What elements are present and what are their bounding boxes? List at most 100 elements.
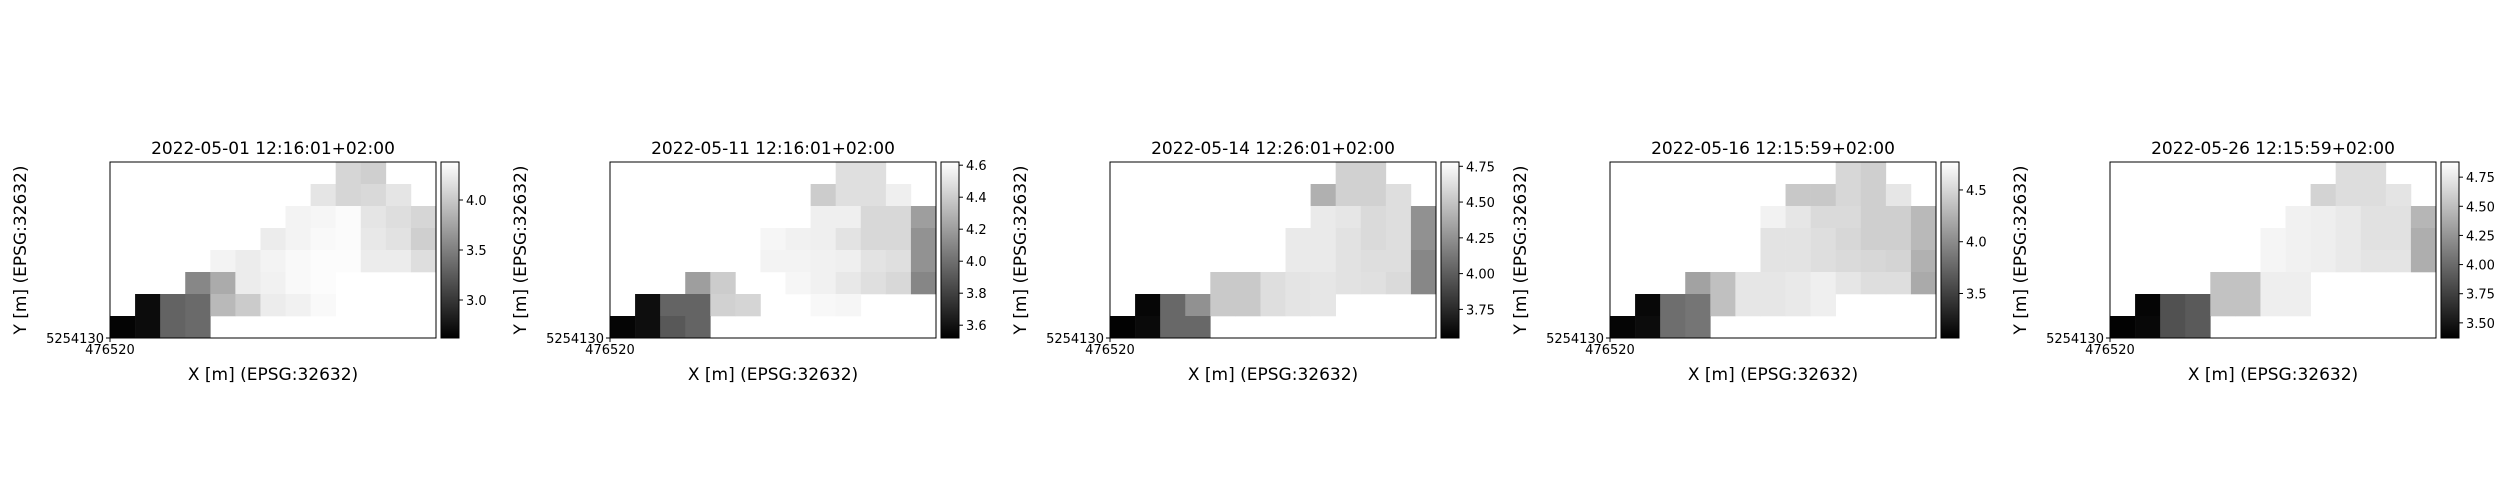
raster-cell <box>2360 184 2387 207</box>
y-axis-label: Y [m] (EPSG:32632) <box>1011 165 1031 335</box>
raster-cell <box>735 294 761 317</box>
raster-cell <box>1160 316 1186 339</box>
raster-cell <box>835 184 862 207</box>
colorbar-tick-label: 4.0 <box>966 255 987 270</box>
raster-cell <box>360 206 387 229</box>
raster-cell <box>1785 250 1811 273</box>
raster-cell <box>1635 316 1661 339</box>
raster-cell <box>2285 250 2311 273</box>
raster-cell <box>1310 206 1336 229</box>
colorbar-tick-label: 3.75 <box>2466 288 2495 303</box>
raster-cell <box>2135 294 2161 317</box>
y-tick-label: 5254130 <box>1546 332 1604 347</box>
raster-cell <box>1310 294 1336 317</box>
raster-cell <box>685 316 711 339</box>
raster-cell <box>885 184 912 207</box>
raster-cell <box>1885 184 1912 207</box>
raster-cell <box>1235 294 1261 317</box>
raster-cell <box>660 316 686 339</box>
raster-cell <box>310 184 336 207</box>
raster-cell <box>785 250 811 273</box>
raster-cell <box>1760 272 1786 295</box>
raster-cell <box>1860 162 1887 185</box>
y-axis-label: Y [m] (EPSG:32632) <box>2011 165 2031 335</box>
raster-cell <box>285 206 311 229</box>
x-tick-label: 476520 <box>2085 343 2135 358</box>
raster-cell <box>1385 228 1412 251</box>
raster-cell <box>835 162 862 185</box>
raster-cell <box>1760 206 1786 229</box>
raster-cell <box>860 206 887 229</box>
raster-cell <box>860 250 887 273</box>
raster-cell <box>310 206 336 229</box>
raster-cell <box>110 316 136 339</box>
raster-cell <box>2210 294 2236 317</box>
raster-cell <box>2260 272 2286 295</box>
x-tick-label: 476520 <box>585 343 635 358</box>
colorbar-tick-label: 4.0 <box>466 194 487 209</box>
raster-cell <box>2310 184 2336 207</box>
raster-cell <box>2210 272 2236 295</box>
raster-cell <box>310 228 336 251</box>
raster-cell <box>1410 206 1437 229</box>
raster-cell <box>335 184 362 207</box>
raster-cell <box>2285 206 2311 229</box>
raster-cell <box>1335 162 1362 185</box>
raster-cell <box>1785 228 1811 251</box>
raster-cell <box>885 250 912 273</box>
raster-cell <box>1785 206 1811 229</box>
raster-cell <box>885 272 912 295</box>
raster-cell <box>835 228 862 251</box>
raster-cell <box>2110 316 2136 339</box>
axes-frame <box>1109 161 1437 339</box>
raster-cell <box>1335 250 1362 273</box>
y-tick-label: 5254130 <box>2046 332 2104 347</box>
raster-cell <box>910 272 937 295</box>
raster-cell <box>260 272 286 295</box>
raster-cell <box>1910 206 1937 229</box>
colorbar-tick-label: 4.2 <box>966 223 987 238</box>
raster-cell <box>1660 316 1686 339</box>
raster-cell <box>2410 228 2437 251</box>
y-axis-label: Y [m] (EPSG:32632) <box>1511 165 1531 335</box>
raster-cell <box>1685 294 1711 317</box>
raster-cell <box>1285 228 1311 251</box>
raster-cell <box>1810 294 1836 317</box>
raster-cell <box>835 272 862 295</box>
x-tick-label: 476520 <box>1585 343 1635 358</box>
axes-frame <box>2109 161 2437 339</box>
raster-cell <box>835 206 862 229</box>
raster-cell <box>1885 228 1912 251</box>
raster-cell <box>1610 316 1636 339</box>
raster-cell <box>1860 184 1887 207</box>
raster-cell <box>2260 294 2286 317</box>
raster-cell <box>1410 272 1437 295</box>
raster-cell <box>1860 228 1887 251</box>
colorbar <box>440 161 460 339</box>
raster-cell <box>360 162 387 185</box>
raster-cell <box>285 228 311 251</box>
x-axis-label: X [m] (EPSG:32632) <box>1688 365 1858 385</box>
raster-cell <box>1185 316 1211 339</box>
raster-cell <box>360 228 387 251</box>
raster-cell <box>335 228 362 251</box>
y-tick-label: 5254130 <box>546 332 604 347</box>
raster-cell <box>785 272 811 295</box>
raster-cell <box>1260 272 1286 295</box>
raster-cell <box>1760 294 1786 317</box>
raster-cell <box>260 294 286 317</box>
raster-cell <box>1210 294 1236 317</box>
x-axis-label: X [m] (EPSG:32632) <box>1188 365 1358 385</box>
colorbar-tick-label: 3.5 <box>466 244 487 259</box>
raster-cell <box>660 294 686 317</box>
raster-cell <box>810 206 836 229</box>
raster-cell <box>2360 250 2387 273</box>
raster-cell <box>2360 228 2387 251</box>
raster-cell <box>2185 316 2211 339</box>
raster-cell <box>1735 272 1761 295</box>
raster-cell <box>1835 250 1862 273</box>
raster-cell <box>1910 272 1937 295</box>
raster-cell <box>1660 294 1686 317</box>
raster-cell <box>1835 272 1862 295</box>
